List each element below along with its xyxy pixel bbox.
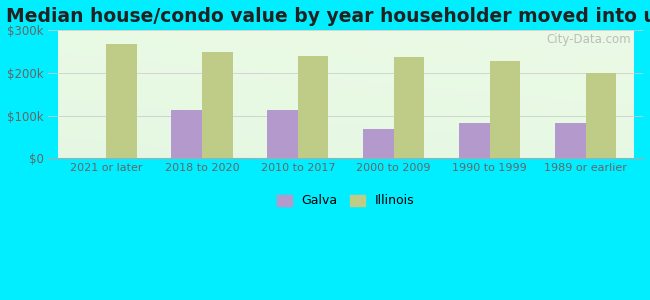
Bar <box>555 123 586 158</box>
Bar <box>171 110 202 158</box>
Bar <box>489 61 520 158</box>
Bar <box>459 123 489 158</box>
Text: City-Data.com: City-Data.com <box>547 33 631 46</box>
Bar <box>586 73 616 158</box>
Bar <box>267 110 298 158</box>
Title: Median house/condo value by year householder moved into unit: Median house/condo value by year househo… <box>6 7 650 26</box>
Bar <box>298 56 328 158</box>
Bar <box>394 57 424 158</box>
Bar <box>202 52 233 158</box>
Bar <box>106 44 136 158</box>
Legend: Galva, Illinois: Galva, Illinois <box>270 188 421 214</box>
Bar <box>363 128 394 158</box>
